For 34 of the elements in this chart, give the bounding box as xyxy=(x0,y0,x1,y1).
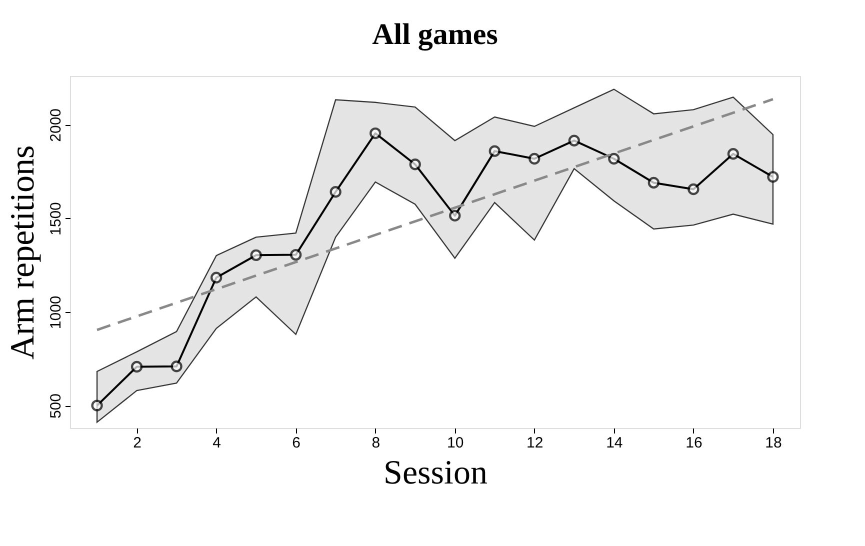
point xyxy=(449,210,461,222)
x-tick-label: 6 xyxy=(292,434,301,452)
y-axis-title: Arm repetitions xyxy=(4,145,42,360)
y-tick-label: 1000 xyxy=(48,296,64,330)
x-tick-label: 10 xyxy=(447,434,464,452)
chart-title: All games xyxy=(372,18,498,51)
point xyxy=(370,127,382,140)
x-tick-label: 8 xyxy=(372,434,380,452)
point xyxy=(91,400,103,412)
point xyxy=(409,158,421,170)
point xyxy=(330,186,342,198)
y-tick-label: 500 xyxy=(48,394,64,419)
y-tick-label: 1500 xyxy=(48,202,64,236)
x-tick-label: 18 xyxy=(765,434,782,452)
x-tick-label: 14 xyxy=(606,434,623,452)
point xyxy=(170,360,182,372)
x-tick-label: 2 xyxy=(133,434,142,452)
point xyxy=(488,145,500,157)
x-tick-label: 16 xyxy=(686,434,702,452)
point xyxy=(250,249,262,262)
x-axis-title: Session xyxy=(384,454,488,492)
point xyxy=(767,171,779,183)
point xyxy=(130,360,143,373)
point xyxy=(290,248,302,261)
point xyxy=(648,176,660,189)
y-tick-label: 2000 xyxy=(48,108,64,142)
point xyxy=(727,148,740,160)
x-tick-label: 12 xyxy=(526,434,544,452)
point xyxy=(528,152,540,165)
x-tick-label: 4 xyxy=(212,434,221,452)
point xyxy=(210,272,222,284)
point xyxy=(688,183,700,196)
point xyxy=(608,152,620,165)
point xyxy=(568,134,580,146)
